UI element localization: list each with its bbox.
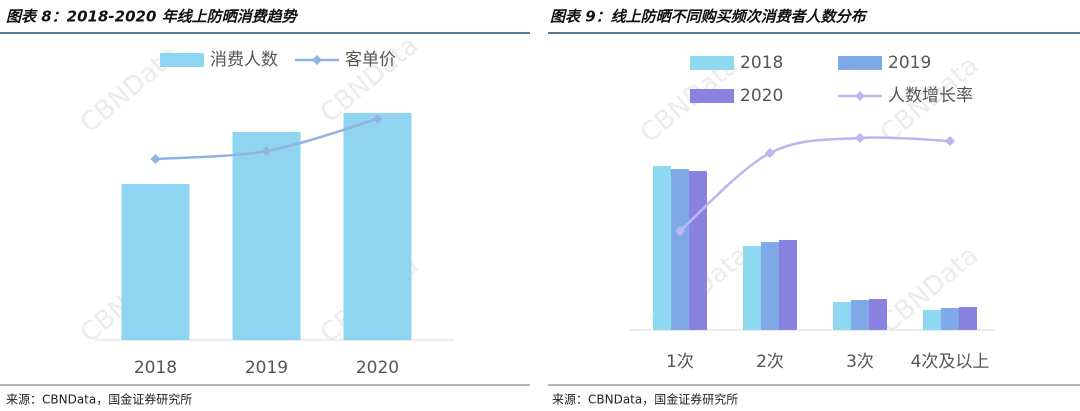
- line-marker: [765, 148, 775, 158]
- bar: [779, 240, 797, 330]
- line: [679, 136, 951, 232]
- x-tick-label: 2次: [756, 352, 784, 372]
- legend-label: 2020: [740, 86, 783, 106]
- legend-label: 客单价: [345, 50, 396, 70]
- line-marker: [261, 146, 272, 156]
- bar: [959, 307, 977, 330]
- legend-swatch: [690, 56, 734, 70]
- x-tick-label: 4次及以上: [911, 352, 990, 372]
- chart-title: 图表 8：2018-2020 年线上防晒消费趋势: [6, 8, 299, 26]
- bar: [941, 308, 959, 330]
- bar: [743, 246, 761, 330]
- bar: [851, 300, 869, 330]
- bar: [833, 302, 851, 330]
- bar: [343, 113, 412, 340]
- bar: [671, 169, 689, 330]
- legend-label: 2019: [888, 53, 931, 73]
- chart-title: 图表 9：线上防晒不同购买频次消费者人数分布: [550, 8, 869, 26]
- line-marker: [945, 136, 955, 146]
- bar: [761, 242, 779, 330]
- source: 来源：CBNData，国金证券研究所: [6, 392, 192, 407]
- legend-swatch: [838, 56, 882, 70]
- bar: [923, 310, 941, 330]
- bar: [689, 171, 707, 330]
- legend-label: 消费人数: [210, 50, 278, 70]
- line-marker: [150, 154, 161, 164]
- line-marker: [855, 133, 865, 143]
- legend-marker: [855, 91, 865, 101]
- source: 来源：CBNData，国金证券研究所: [552, 392, 738, 407]
- x-tick-label: 3次: [846, 352, 874, 372]
- x-tick-label: 2018: [134, 358, 177, 378]
- bar: [869, 299, 887, 330]
- legend-swatch: [160, 53, 204, 67]
- bar: [653, 166, 671, 330]
- bar: [121, 184, 190, 340]
- legend-marker: [312, 55, 322, 65]
- legend-label: 人数增长率: [888, 86, 973, 106]
- x-tick-label: 2019: [245, 358, 288, 378]
- line-marker: [372, 114, 383, 124]
- bar: [232, 132, 301, 340]
- legend-label: 2018: [740, 53, 783, 73]
- x-tick-label: 1次: [666, 352, 694, 372]
- line-marker: [675, 226, 685, 236]
- legend-swatch: [690, 89, 734, 103]
- x-tick-label: 2020: [356, 358, 399, 378]
